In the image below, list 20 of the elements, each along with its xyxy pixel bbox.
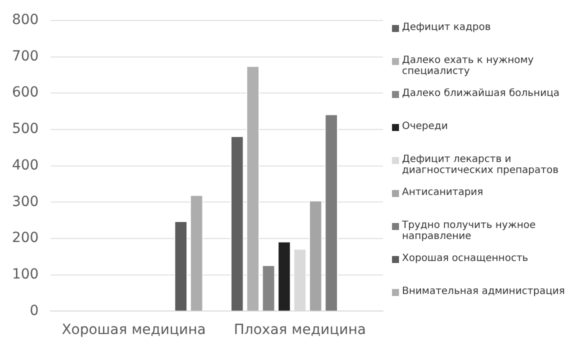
y-tick-label: 800 <box>12 12 39 28</box>
y-tick-label: 100 <box>12 266 39 282</box>
legend-label: Дефицит лекарств и диагностических препаратов <box>402 154 560 176</box>
legend-label: Трудно получить нужное направление <box>402 220 537 242</box>
x-tick-label: Плохая медицина <box>234 322 366 338</box>
y-tick-label: 600 <box>12 84 39 101</box>
y-tick-label: 0 <box>30 302 39 319</box>
y-tick-label: 700 <box>12 48 39 64</box>
x-tick-label: Хорошая медицина <box>62 322 206 338</box>
legend-label: Хорошая оснащенность <box>402 253 528 264</box>
y-tick-label: 300 <box>12 194 39 210</box>
legend-label: Далеко ехать к нужному специалисту <box>402 55 535 77</box>
y-tick-label: 500 <box>12 121 39 138</box>
legend-label: Далеко ближайшая больница <box>402 88 560 99</box>
y-tick-label: 200 <box>12 230 39 246</box>
legend-label: Дефицит кадров <box>402 22 491 33</box>
legend-label: Очереди <box>402 121 448 132</box>
legend-label: Вниматeльная администрация <box>402 286 565 297</box>
legend-label: Антисанитария <box>402 187 484 198</box>
y-tick-label: 400 <box>12 157 39 174</box>
